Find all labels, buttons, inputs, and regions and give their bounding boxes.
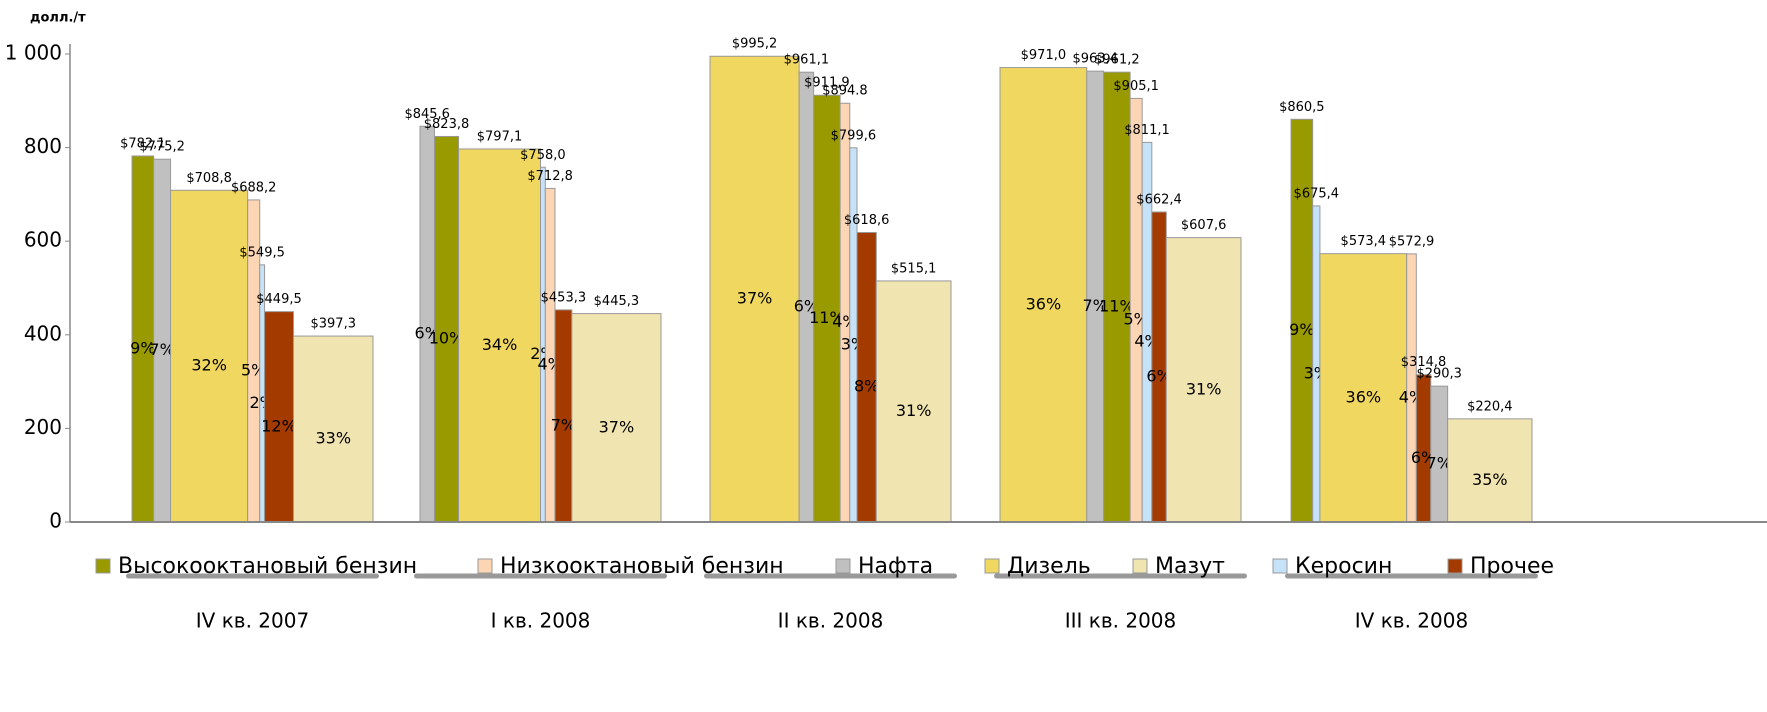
bar xyxy=(1447,418,1533,523)
value-label: $797,1 xyxy=(477,129,523,144)
value-label: $905,1 xyxy=(1113,79,1159,94)
value-label: $775,2 xyxy=(139,140,185,155)
y-tick-label: 1 000 xyxy=(5,41,62,65)
x-tick-label: II кв. 2008 xyxy=(778,609,884,633)
share-label: 6% xyxy=(415,324,440,343)
value-label: $573,4 xyxy=(1341,234,1387,249)
value-label: $860,5 xyxy=(1279,100,1325,115)
value-label: $662,4 xyxy=(1136,192,1182,207)
y-axis-label: долл./т xyxy=(30,11,86,26)
share-label: 36% xyxy=(1346,387,1382,406)
value-label: $971,0 xyxy=(1021,48,1067,63)
value-label: $995,2 xyxy=(732,37,778,52)
share-label: 6% xyxy=(1146,366,1171,385)
share-label: 9% xyxy=(130,338,155,357)
legend-swatch xyxy=(1132,558,1148,574)
value-label: $607,6 xyxy=(1181,218,1227,233)
share-label: 31% xyxy=(896,401,932,420)
legend-swatch xyxy=(95,558,111,574)
legend-label: Дизель xyxy=(1007,554,1091,579)
legend-label: Высокооктановый бензин xyxy=(118,554,417,579)
share-label: 11% xyxy=(809,308,845,327)
value-label: $811,1 xyxy=(1124,123,1170,138)
share-label: 31% xyxy=(1186,379,1222,398)
value-label: $782,1 xyxy=(120,136,166,151)
share-label: 36% xyxy=(1026,294,1062,313)
y-tick-label: 400 xyxy=(24,321,62,345)
y-tick-label: 600 xyxy=(24,228,62,252)
legend-swatch xyxy=(1272,558,1288,574)
share-label: 8% xyxy=(854,377,879,396)
share-label: 37% xyxy=(599,417,635,436)
y-tick-label: 200 xyxy=(24,415,62,439)
bar xyxy=(264,311,294,523)
share-label: 35% xyxy=(1472,470,1508,489)
x-tick-label: I кв. 2008 xyxy=(491,609,591,633)
value-label: $549,5 xyxy=(239,245,285,260)
legend-swatch xyxy=(477,558,493,574)
legend-swatch xyxy=(835,558,851,574)
value-label: $708,8 xyxy=(186,171,232,186)
value-label: $911,9 xyxy=(804,76,850,91)
bar xyxy=(571,313,662,523)
value-label: $963,4 xyxy=(1072,52,1118,67)
share-label: 33% xyxy=(315,429,351,448)
value-label: $572,9 xyxy=(1389,234,1435,249)
value-label: $712,8 xyxy=(527,169,573,184)
value-label: $453,3 xyxy=(541,290,587,305)
legend-label: Мазут xyxy=(1155,554,1225,579)
share-label: 7% xyxy=(1427,454,1452,473)
value-label: $688,2 xyxy=(231,180,277,195)
legend-swatch xyxy=(1447,558,1463,574)
share-label: 34% xyxy=(482,335,518,354)
share-label: 7% xyxy=(1082,296,1107,315)
x-tick-label: IV кв. 2008 xyxy=(1355,609,1468,633)
share-label: 6% xyxy=(1411,448,1436,467)
x-tick-label: IV кв. 2007 xyxy=(196,609,309,633)
share-label: 6% xyxy=(794,297,819,316)
bar xyxy=(170,189,249,523)
bar xyxy=(875,280,952,523)
value-label: $961,2 xyxy=(1094,53,1140,68)
bar xyxy=(458,148,541,523)
value-label: $314,8 xyxy=(1401,355,1447,370)
bar xyxy=(1319,253,1408,523)
value-label: $675,4 xyxy=(1294,186,1340,201)
share-label: 11% xyxy=(1099,297,1135,316)
legend-swatch xyxy=(984,558,1000,574)
share-label: 12% xyxy=(261,416,297,435)
value-label: $894.8 xyxy=(822,84,868,99)
share-label: 10% xyxy=(429,329,465,348)
share-label: 9% xyxy=(1289,320,1314,339)
share-label: 7% xyxy=(149,340,174,359)
legend-label: Низкооктановый бензин xyxy=(500,554,784,579)
y-tick-label: 800 xyxy=(24,134,62,158)
value-label: $961,1 xyxy=(784,53,830,68)
legend-label: Прочее xyxy=(1470,554,1554,579)
share-label: 32% xyxy=(191,356,227,375)
share-label: 37% xyxy=(737,289,773,308)
value-label: $823,8 xyxy=(424,117,470,132)
bar xyxy=(813,94,841,523)
value-label: $515,1 xyxy=(891,261,937,276)
bar xyxy=(999,67,1088,523)
value-label: $445,3 xyxy=(594,294,640,309)
value-label: $220,4 xyxy=(1467,399,1513,414)
value-label: $618,6 xyxy=(844,213,890,228)
value-label: $799,6 xyxy=(831,128,877,143)
value-label: $290,3 xyxy=(1416,367,1462,382)
value-label: $449,5 xyxy=(256,292,302,307)
value-label: $845,6 xyxy=(404,107,450,122)
legend-label: Нафта xyxy=(858,554,933,579)
value-label: $397,3 xyxy=(310,317,356,332)
x-tick-label: III кв. 2008 xyxy=(1065,609,1177,633)
bar xyxy=(709,55,800,523)
legend-label: Керосин xyxy=(1295,554,1392,579)
share-label: 7% xyxy=(551,415,576,434)
y-tick-label: 0 xyxy=(49,509,62,533)
value-label: $758,0 xyxy=(520,148,566,163)
